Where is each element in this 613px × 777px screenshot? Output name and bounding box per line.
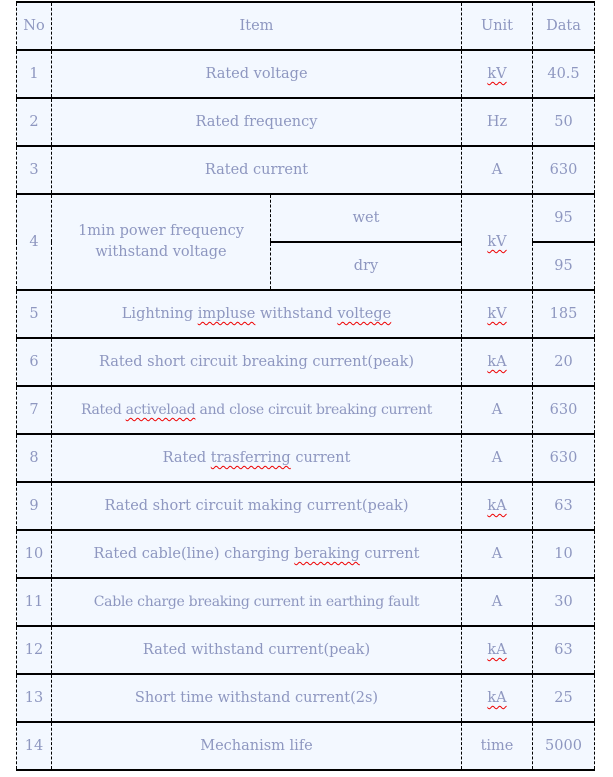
row-no: 7 xyxy=(16,385,52,435)
row-data: 185 xyxy=(532,289,595,339)
row-item: 1min power frequency withstand voltage xyxy=(51,193,271,291)
header-no: No xyxy=(16,1,52,51)
spellcheck-underline: beraking xyxy=(294,546,360,562)
table-row: 8 Rated trasferring current A 630 xyxy=(16,433,595,483)
spellcheck-underline: activeload xyxy=(125,402,196,418)
row-no: 5 xyxy=(16,289,52,339)
row-sub-label: dry xyxy=(270,241,462,291)
table-row: 9 Rated short circuit making current(peak… xyxy=(16,481,595,531)
row-unit: kA xyxy=(461,481,533,531)
row-data: 5000 xyxy=(532,721,595,771)
row-data: 50 xyxy=(532,97,595,147)
row-item: Rated withstand current(peak) xyxy=(51,625,462,675)
table-row: 2 Rated frequency Hz 50 xyxy=(16,97,595,147)
row-item: Rated short circuit making current(peak) xyxy=(51,481,462,531)
row-unit: Hz xyxy=(461,97,533,147)
spellcheck-underline: kA xyxy=(487,642,507,658)
row-no: 9 xyxy=(16,481,52,531)
row-sub-label: wet xyxy=(270,193,462,243)
row-unit: kA xyxy=(461,673,533,723)
table-row: 1 Rated voltage kV 40.5 xyxy=(16,49,595,99)
header-data: Data xyxy=(532,1,595,51)
row-data: 10 xyxy=(532,529,595,579)
table-row: 3 Rated current A 630 xyxy=(16,145,595,195)
row-item: Cable charge breaking current in earthin… xyxy=(51,577,462,627)
row-item: Lightning impluse withstand voltege xyxy=(51,289,462,339)
row-data: 630 xyxy=(532,385,595,435)
table-row: dry 95 xyxy=(17,241,595,291)
table-row: 14 Mechanism life time 5000 xyxy=(16,721,595,771)
row-data: 30 xyxy=(532,577,595,627)
table-row: 6 Rated short circuit breaking current(pe… xyxy=(16,337,595,387)
row-item: Rated current xyxy=(51,145,462,195)
table-row: 5 Lightning impluse withstand voltege kV 18… xyxy=(16,289,595,339)
spellcheck-underline: kV xyxy=(487,66,507,82)
row-sub-data: 95 xyxy=(532,193,595,243)
row-item: Rated voltage xyxy=(51,49,462,99)
row-sub-data: 95 xyxy=(532,241,595,291)
table-row: 11 Cable charge breaking current in earth… xyxy=(16,577,595,627)
row-unit: kA xyxy=(461,625,533,675)
row-data: 20 xyxy=(532,337,595,387)
row-no: 11 xyxy=(16,577,52,627)
spec-table: No Item Unit Data 1 Rated voltage kV 40.5 2 R… xyxy=(16,1,595,771)
table-row: 10 Rated cable(line) charging beraking cu… xyxy=(16,529,595,579)
row-no: 14 xyxy=(16,721,52,771)
spellcheck-underline: trasferring xyxy=(210,450,291,466)
row-unit: kV xyxy=(461,193,533,291)
row-no: 13 xyxy=(16,673,52,723)
row-no: 6 xyxy=(16,337,52,387)
spellcheck-underline: kA xyxy=(487,690,507,706)
row-item: Rated short circuit breaking current(pea… xyxy=(51,337,462,387)
spellcheck-underline: voltege xyxy=(337,306,392,322)
row-data: 63 xyxy=(532,481,595,531)
row-item: Mechanism life xyxy=(51,721,462,771)
row-unit: A xyxy=(461,577,533,627)
row-data: 25 xyxy=(532,673,595,723)
row-unit: A xyxy=(461,433,533,483)
row-unit: time xyxy=(461,721,533,771)
row-unit: A xyxy=(461,145,533,195)
spellcheck-underline: kA xyxy=(487,498,507,514)
row-no: 3 xyxy=(16,145,52,195)
table-row: 7 Rated activeload and close circuit brea… xyxy=(16,385,595,435)
spellcheck-underline: impluse xyxy=(197,306,256,322)
header-row: No Item Unit Data xyxy=(16,1,595,51)
row-no: 4 xyxy=(16,193,52,291)
spellcheck-underline: kV xyxy=(487,234,507,250)
row-item: Rated activeload and close circuit break… xyxy=(51,385,462,435)
row-item: Rated cable(line) charging beraking curr… xyxy=(51,529,462,579)
row-unit: kV xyxy=(461,49,533,99)
row-data: 63 xyxy=(532,625,595,675)
table-row: 4 1min power frequency withstand voltage w… xyxy=(16,193,595,291)
table-row: 12 Rated withstand current(peak) kA 63 xyxy=(16,625,595,675)
header-item: Item xyxy=(51,1,462,51)
row-no: 1 xyxy=(16,49,52,99)
row-no: 10 xyxy=(16,529,52,579)
row-item: Rated frequency xyxy=(51,97,462,147)
row-unit: kA xyxy=(461,337,533,387)
row-unit: A xyxy=(461,529,533,579)
row-data: 630 xyxy=(532,433,595,483)
spellcheck-underline: kV xyxy=(487,306,507,322)
spellcheck-underline: kA xyxy=(487,354,507,370)
header-unit: Unit xyxy=(461,1,533,51)
row-item: Short time withstand current(2s) xyxy=(51,673,462,723)
row-unit: kV xyxy=(461,289,533,339)
table-row: 13 Short time withstand current(2s) kA 25 xyxy=(16,673,595,723)
row-data: 630 xyxy=(532,145,595,195)
row-no: 8 xyxy=(16,433,52,483)
row-data: 40.5 xyxy=(532,49,595,99)
row-no: 12 xyxy=(16,625,52,675)
row-item: Rated trasferring current xyxy=(51,433,462,483)
row-unit: A xyxy=(461,385,533,435)
row-no: 2 xyxy=(16,97,52,147)
